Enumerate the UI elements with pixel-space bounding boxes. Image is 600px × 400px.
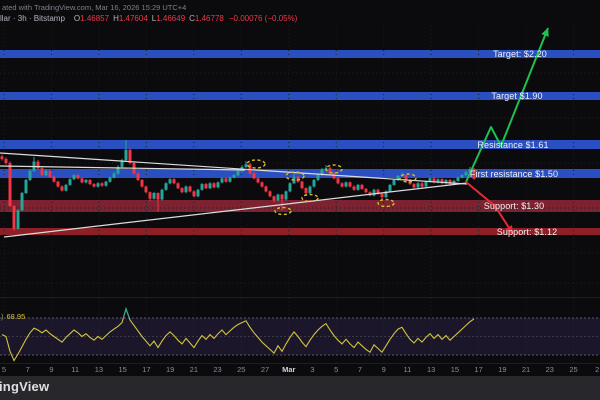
axis-tick-label: 13 <box>95 364 103 375</box>
axis-tick-label: 27 <box>261 364 269 375</box>
axis-tick-label: 7 <box>358 364 362 375</box>
rsi-current-value: 68.95 <box>7 312 26 321</box>
tradingview-logo[interactable]: ingView <box>0 379 49 394</box>
axis-tick-label: 21 <box>522 364 530 375</box>
rsi-legend-prefix: ) <box>1 312 4 321</box>
axis-tick-label: 11 <box>71 364 79 375</box>
axis-tick-label: 19 <box>166 364 174 375</box>
level-label-first-resistance-150: First resistance $1.50 <box>470 169 558 179</box>
watermark-text: ated with TradingView.com, Mar 16, 2026 … <box>2 3 186 12</box>
axis-tick-label: 9 <box>382 364 386 375</box>
price-chart-canvas[interactable] <box>0 0 600 400</box>
ohlc-value: 1.47604 <box>119 14 148 23</box>
axis-tick-label: 23 <box>213 364 221 375</box>
axis-tick-label: 3 <box>310 364 314 375</box>
rsi-legend[interactable]: )68.95 <box>1 312 25 321</box>
level-label-support-112: Support: $1.12 <box>497 227 557 237</box>
axis-tick-label: 2 <box>595 364 599 375</box>
bottom-toolbar: ingView <box>0 376 600 400</box>
axis-tick-label: Mar <box>282 364 295 375</box>
grid-lines <box>0 26 600 363</box>
axis-tick-label: 17 <box>474 364 482 375</box>
axis-tick-label: 23 <box>546 364 554 375</box>
axis-tick-label: 7 <box>26 364 30 375</box>
candlestick-series <box>1 140 476 231</box>
highlight-ellipse <box>326 165 342 173</box>
ohlc-value: 1.46857 <box>80 14 109 23</box>
ohlc-values: O1.46857H1.47604L1.46649C1.46778 <box>70 14 224 23</box>
axis-tick-label: 11 <box>404 364 412 375</box>
level-label-support-130: Support: $1.30 <box>484 201 544 211</box>
trendlines[interactable] <box>0 153 467 237</box>
axis-tick-label: 17 <box>142 364 150 375</box>
level-label-target-190: Target $1.90 <box>491 91 542 101</box>
symbol-title[interactable]: llar · 3h · Bitstamp <box>0 14 65 23</box>
level-label-target-220: Target: $2.20 <box>493 49 547 59</box>
tradingview-chart-window: ated with TradingView.com, Mar 16, 2026 … <box>0 0 600 400</box>
axis-tick-label: 9 <box>49 364 53 375</box>
symbol-legend[interactable]: llar · 3h · Bitstamp O1.46857H1.47604L1.4… <box>0 14 297 23</box>
axis-tick-label: 15 <box>118 364 126 375</box>
axis-tick-label: 25 <box>569 364 577 375</box>
pane-separator <box>0 297 600 298</box>
highlight-ellipse <box>378 200 394 207</box>
rsi-pane <box>0 309 600 361</box>
ohlc-value: 1.46649 <box>156 14 185 23</box>
time-axis[interactable]: 5 7 9 11 13 15 17 19 21 23 25 27 Mar 3 5 7 9 11 13 15 17 19 21… <box>0 364 600 375</box>
level-label-resistance-161: Resistance $1.61 <box>477 140 548 150</box>
axis-tick-label: 5 <box>334 364 338 375</box>
axis-tick-label: 21 <box>190 364 198 375</box>
axis-tick-label: 19 <box>498 364 506 375</box>
lower-trendline[interactable] <box>4 183 467 237</box>
change-value: −0.00076 (−0.05%) <box>229 14 298 23</box>
axis-tick-label: 15 <box>451 364 459 375</box>
axis-tick-label: 25 <box>237 364 245 375</box>
axis-tick-label: 13 <box>427 364 435 375</box>
axis-tick-label: 5 <box>2 364 6 375</box>
ohlc-value: 1.46778 <box>195 14 224 23</box>
